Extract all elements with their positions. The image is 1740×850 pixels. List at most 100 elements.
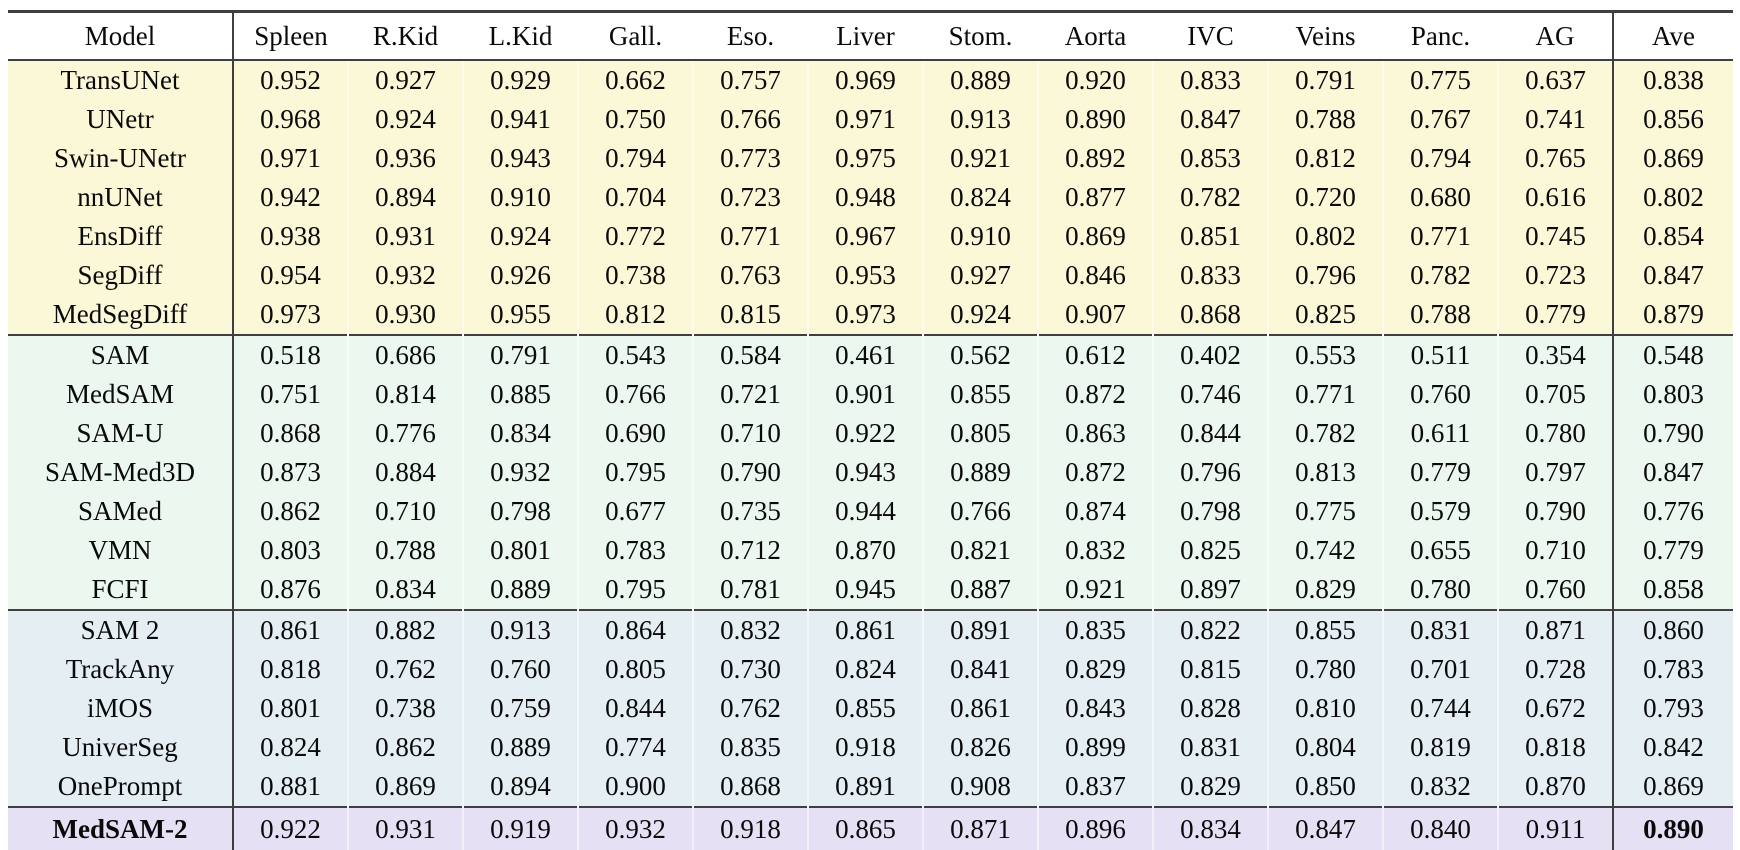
value-cell: 0.907 bbox=[1037, 295, 1153, 335]
value-cell: 0.833 bbox=[1152, 256, 1268, 295]
value-cell: 0.861 bbox=[807, 609, 923, 650]
ave-cell: 0.860 bbox=[1612, 609, 1733, 650]
value-cell: 0.887 bbox=[922, 570, 1038, 610]
value-cell: 0.760 bbox=[1497, 570, 1613, 610]
value-cell: 0.612 bbox=[1037, 334, 1153, 375]
value-cell: 0.767 bbox=[1382, 100, 1498, 139]
ave-cell: 0.802 bbox=[1612, 178, 1733, 217]
value-cell: 0.876 bbox=[260, 574, 321, 604]
value-cell: 0.819 bbox=[1382, 728, 1498, 767]
model-cell: SAM-U bbox=[8, 414, 234, 453]
model-cell: Swin-UNetr bbox=[8, 139, 234, 178]
value-cell: 0.840 bbox=[1382, 806, 1498, 850]
header-cell: Veins bbox=[1268, 11, 1383, 61]
value-cell: 0.795 bbox=[577, 570, 693, 610]
ave-cell: 0.838 bbox=[1612, 60, 1733, 100]
model-cell: FCFI bbox=[8, 570, 234, 610]
header-cell: R.Kid bbox=[348, 11, 463, 61]
value-cell: 0.968 bbox=[260, 104, 321, 134]
value-cell: 0.941 bbox=[462, 100, 578, 139]
value-cell: 0.924 bbox=[462, 217, 578, 256]
value-cell: 0.942 bbox=[260, 182, 321, 212]
value-cell: 0.891 bbox=[922, 609, 1038, 650]
value-cell: 0.864 bbox=[577, 609, 693, 650]
value-cell: 0.810 bbox=[1267, 689, 1383, 728]
table-group: SAM 2 0.861 0.882 0.913 0.864 0.832 0.861 0.891… bbox=[8, 609, 1733, 807]
value-cell: 0.782 bbox=[1382, 256, 1498, 295]
ave-cell: 0.856 bbox=[1612, 100, 1733, 139]
value-cell: 0.868 bbox=[260, 418, 321, 448]
value-cell: 0.971 bbox=[260, 143, 321, 173]
value-cell: 0.889 bbox=[922, 453, 1038, 492]
value-cell: 0.868 bbox=[692, 767, 808, 807]
value-cell: 0.945 bbox=[807, 570, 923, 610]
value-cell: 0.825 bbox=[1152, 531, 1268, 570]
value-cell: 0.775 bbox=[1382, 60, 1498, 100]
value-cell: 0.853 bbox=[1152, 139, 1268, 178]
value-cell: 0.741 bbox=[1497, 100, 1613, 139]
table-row: SAM 2 0.861 0.882 0.913 0.864 0.832 0.861 0.891… bbox=[8, 609, 1733, 650]
value-cell: 0.829 bbox=[1037, 650, 1153, 689]
table-row: TrackAny 0.818 0.762 0.760 0.805 0.730 0.824 0.… bbox=[8, 650, 1733, 689]
value-cell: 0.402 bbox=[1152, 334, 1268, 375]
value-cell: 0.781 bbox=[692, 570, 808, 610]
value-cell: 0.801 bbox=[462, 531, 578, 570]
value-cell: 0.780 bbox=[1497, 414, 1613, 453]
value-cell: 0.834 bbox=[462, 414, 578, 453]
value-cell: 0.919 bbox=[462, 806, 578, 850]
value-cell: 0.926 bbox=[462, 256, 578, 295]
value-cell: 0.795 bbox=[577, 453, 693, 492]
value-cell: 0.720 bbox=[1267, 178, 1383, 217]
value-cell: 0.794 bbox=[1382, 139, 1498, 178]
model-cell: UNetr bbox=[8, 100, 234, 139]
value-cell: 0.813 bbox=[1267, 453, 1383, 492]
value-cell: 0.913 bbox=[462, 609, 578, 650]
value-cell: 0.805 bbox=[922, 414, 1038, 453]
value-cell: 0.932 bbox=[462, 453, 578, 492]
value-cell: 0.841 bbox=[922, 650, 1038, 689]
value-cell: 0.865 bbox=[807, 806, 923, 850]
value-cell: 0.779 bbox=[1382, 453, 1498, 492]
value-cell: 0.835 bbox=[1037, 609, 1153, 650]
value-cell: 0.779 bbox=[1497, 295, 1613, 335]
value-cell: 0.881 bbox=[260, 771, 321, 801]
value-cell: 0.911 bbox=[1497, 806, 1613, 850]
value-cell: 0.837 bbox=[1037, 767, 1153, 807]
table-group: TransUNet 0.952 0.927 0.929 0.662 0.757 0.969 0… bbox=[8, 60, 1733, 335]
value-cell: 0.874 bbox=[1037, 492, 1153, 531]
value-cell: 0.818 bbox=[1497, 728, 1613, 767]
value-cell: 0.815 bbox=[692, 295, 808, 335]
value-cell: 0.908 bbox=[922, 767, 1038, 807]
table-row: iMOS 0.801 0.738 0.759 0.844 0.762 0.855 0.861 0… bbox=[8, 689, 1733, 728]
model-cell: TrackAny bbox=[8, 650, 234, 689]
value-cell: 0.910 bbox=[922, 217, 1038, 256]
value-cell: 0.938 bbox=[260, 221, 321, 251]
value-cell: 0.924 bbox=[922, 295, 1038, 335]
value-cell: 0.913 bbox=[922, 100, 1038, 139]
value-cell: 0.927 bbox=[347, 60, 463, 100]
value-cell: 0.776 bbox=[347, 414, 463, 453]
value-cell: 0.730 bbox=[692, 650, 808, 689]
value-cell: 0.824 bbox=[807, 650, 923, 689]
value-cell: 0.760 bbox=[1382, 375, 1498, 414]
value-cell: 0.760 bbox=[462, 650, 578, 689]
value-cell: 0.814 bbox=[347, 375, 463, 414]
value-cell: 0.872 bbox=[1037, 453, 1153, 492]
model-cell: iMOS bbox=[8, 689, 234, 728]
header-cell: Gall. bbox=[578, 11, 693, 61]
value-cell: 0.833 bbox=[1152, 60, 1268, 100]
table-header: Model Spleen R.Kid L.Kid Gall. Eso. Liver Stom.… bbox=[8, 11, 1733, 61]
ave-cell: 0.783 bbox=[1612, 650, 1733, 689]
value-cell: 0.812 bbox=[577, 295, 693, 335]
header-cell: Eso. bbox=[693, 11, 808, 61]
value-cell: 0.611 bbox=[1382, 414, 1498, 453]
header-cell: Aorta bbox=[1038, 11, 1153, 61]
model-cell: OnePrompt bbox=[8, 767, 234, 807]
value-cell: 0.863 bbox=[1037, 414, 1153, 453]
value-cell: 0.824 bbox=[260, 732, 321, 762]
value-cell: 0.798 bbox=[462, 492, 578, 531]
value-cell: 0.710 bbox=[1497, 531, 1613, 570]
table-row: FCFI 0.876 0.834 0.889 0.795 0.781 0.945 0.887 0… bbox=[8, 570, 1733, 610]
value-cell: 0.884 bbox=[347, 453, 463, 492]
table-row: SAMed 0.862 0.710 0.798 0.677 0.735 0.944 0.766… bbox=[8, 492, 1733, 531]
